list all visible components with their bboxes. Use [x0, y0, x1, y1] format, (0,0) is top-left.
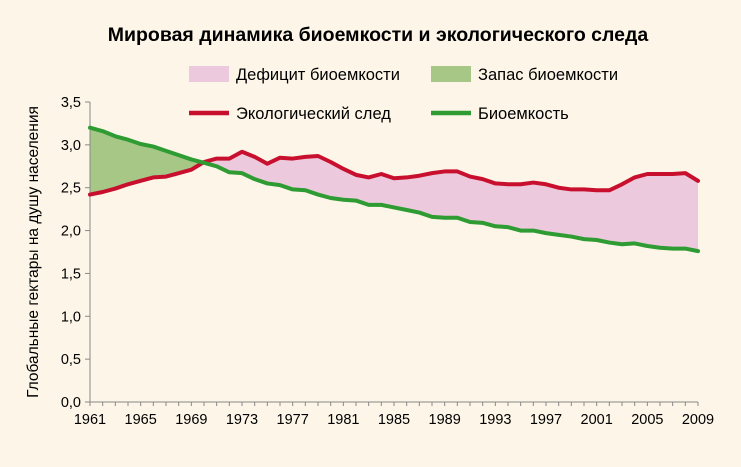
x-tick-label: 1973 — [226, 412, 258, 428]
y-tick-label: 2,0 — [61, 224, 81, 240]
biocapacity-line — [88, 125, 700, 254]
legend-swatch-deficit — [189, 66, 229, 82]
x-tick-label: 1997 — [530, 412, 562, 428]
y-tick-label: 1,5 — [61, 266, 81, 282]
legend-label-biocapacity: Биоемкость — [478, 105, 569, 123]
x-tick-label: 1981 — [327, 412, 359, 428]
y-tick-label: 3,0 — [61, 138, 81, 154]
y-tick-label: 1,0 — [61, 309, 81, 325]
x-tick-label: 1965 — [125, 412, 157, 428]
plot-area: 0,0 0,5 1,0 1,5 2,0 2,5 3,0 3,5 1961 1965 1969 1973… — [61, 95, 714, 428]
legend-swatch-surplus — [431, 66, 471, 82]
y-tick-label: 3,5 — [61, 95, 81, 111]
legend-label-deficit: Дефицит биоемкости — [236, 66, 400, 84]
legend: Дефицит биоемкости Запас биоемкости Экол… — [189, 66, 618, 123]
x-tick-label: 2009 — [682, 412, 714, 428]
x-tick-label: 1961 — [74, 412, 106, 428]
x-tick-label: 1977 — [277, 412, 309, 428]
deficit-area — [203, 151, 698, 252]
y-tick-label: 0,0 — [61, 395, 81, 411]
x-tick-label: 1993 — [479, 412, 511, 428]
legend-label-footprint: Экологический след — [236, 105, 391, 123]
legend-label-surplus: Запас биоемкости — [478, 66, 618, 84]
y-tick-label: 0,5 — [61, 352, 81, 368]
x-tick-label: 1985 — [378, 412, 410, 428]
x-tick-label: 2005 — [631, 412, 663, 428]
chart-title: Мировая динамика биоемкости и экологичес… — [108, 24, 649, 46]
surplus-area — [90, 127, 204, 195]
y-tick-label: 2,5 — [61, 181, 81, 197]
x-tick-label: 1969 — [175, 412, 207, 428]
x-tick-label: 1989 — [429, 412, 461, 428]
x-tick-label: 2001 — [581, 412, 613, 428]
ecological-footprint-line — [88, 149, 700, 197]
y-axis-label: Глобальные гектары на душу населения — [25, 106, 42, 398]
